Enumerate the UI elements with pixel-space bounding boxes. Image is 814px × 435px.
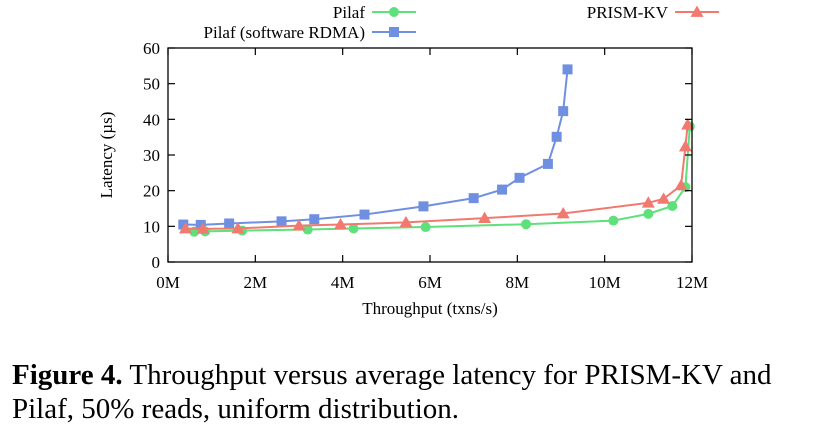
x-tick-label: 0M xyxy=(156,273,180,292)
data-point xyxy=(276,216,287,227)
figure-caption-text: Throughput versus average latency for PR… xyxy=(12,359,772,425)
y-tick-label: 30 xyxy=(143,146,160,165)
data-point xyxy=(641,196,655,208)
x-tick-label: 12M xyxy=(676,273,708,292)
y-tick-label: 50 xyxy=(143,75,160,94)
legend-label: Pilaf xyxy=(333,3,365,22)
x-tick-label: 8M xyxy=(506,273,530,292)
series-square xyxy=(178,64,573,230)
data-point xyxy=(542,158,553,169)
data-point xyxy=(521,219,532,230)
data-point xyxy=(674,178,688,191)
series-line xyxy=(194,126,691,233)
data-point xyxy=(657,192,671,204)
data-point xyxy=(348,223,359,234)
data-point xyxy=(309,214,320,225)
data-point xyxy=(292,219,306,231)
data-point xyxy=(420,222,431,233)
x-tick-label: 6M xyxy=(418,273,442,292)
series-line xyxy=(183,69,569,226)
data-point xyxy=(681,118,695,130)
figure-caption: Figure 4. Throughput versus average late… xyxy=(12,358,807,426)
y-tick-label: 20 xyxy=(143,182,160,201)
legend-marker xyxy=(389,7,399,17)
legend-entry: Pilaf xyxy=(333,3,416,22)
series-triangle xyxy=(178,118,695,234)
y-axis-label: Latency (µs) xyxy=(97,112,116,199)
legend-label: Pilaf (software RDMA) xyxy=(204,23,365,42)
y-tick-label: 40 xyxy=(143,110,160,129)
x-axis-label: Throughput (txns/s) xyxy=(362,299,498,318)
data-point xyxy=(224,218,235,229)
y-tick-label: 0 xyxy=(152,253,161,272)
data-point xyxy=(643,208,654,219)
data-point xyxy=(497,184,508,195)
data-point xyxy=(562,64,573,75)
y-tick-label: 60 xyxy=(143,39,160,58)
data-point xyxy=(468,193,479,204)
data-point xyxy=(418,201,429,212)
legend-marker xyxy=(690,5,704,17)
data-point xyxy=(478,211,492,224)
legend-entry: Pilaf (software RDMA) xyxy=(204,23,416,42)
data-point xyxy=(608,215,619,226)
data-point xyxy=(359,209,370,220)
legend-entry: PRISM-KV xyxy=(587,3,719,22)
x-tick-label: 4M xyxy=(331,273,355,292)
y-tick-label: 10 xyxy=(143,217,160,236)
data-point xyxy=(678,139,692,152)
data-point xyxy=(196,222,210,234)
series-circle xyxy=(189,121,695,237)
data-point xyxy=(195,219,206,230)
data-point xyxy=(302,224,313,235)
data-point xyxy=(514,172,525,183)
series-layer xyxy=(178,64,695,237)
data-point xyxy=(558,106,569,117)
data-point xyxy=(556,206,570,219)
data-point xyxy=(399,215,413,228)
data-point xyxy=(178,219,189,230)
data-point xyxy=(551,131,562,142)
legend-marker xyxy=(389,27,399,37)
data-point xyxy=(231,221,245,234)
x-tick-label: 2M xyxy=(244,273,268,292)
legend-label: PRISM-KV xyxy=(587,3,669,22)
data-point xyxy=(178,221,192,234)
axes: 0M 2M 4M 6M 8M 10M 12M 0 10 20 30 40 50 60 xyxy=(143,39,708,292)
figure-caption-label: Figure 4. xyxy=(12,359,123,391)
x-tick-label: 10M xyxy=(589,273,621,292)
data-point xyxy=(333,218,347,230)
series-line xyxy=(185,124,689,230)
